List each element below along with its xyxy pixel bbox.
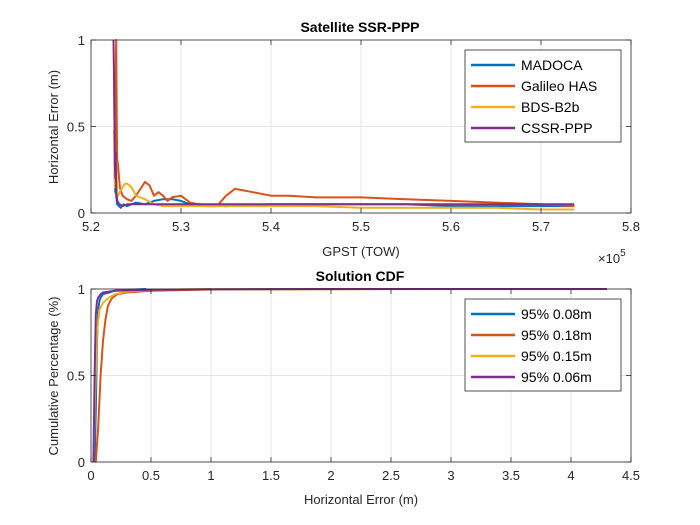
x-tick-label: 5.7 bbox=[532, 219, 550, 234]
series-line-3 bbox=[112, 39, 575, 208]
x-tick-label: 0 bbox=[87, 468, 94, 483]
legend-entry-label: 95% 0.08m bbox=[521, 306, 592, 322]
y-tick-label: 0 bbox=[78, 455, 85, 470]
legend-entry-label: 95% 0.18m bbox=[521, 327, 592, 343]
y-tick-label: 0 bbox=[78, 206, 85, 221]
legend-entry-label: BDS-B2b bbox=[521, 99, 580, 115]
legend: 95% 0.08m 95% 0.18m 95% 0.15m 95% 0.06m bbox=[464, 298, 622, 392]
ticks: 5.2 5.3 5.4 5.5 5.6 5.7 5.8 0 0.5 1 bbox=[67, 33, 640, 234]
legend-entry-label: 95% 0.06m bbox=[521, 369, 592, 385]
x-tick-label: 0.5 bbox=[142, 468, 160, 483]
x-multiplier-label: ×105 bbox=[598, 248, 626, 266]
chart-solution-cdf: Solution CDF 0 0.5 1 1.5 2 2.5 3 3.5 4 4.5 0 0.5 1 H… bbox=[46, 268, 640, 507]
x-tick-label: 4 bbox=[567, 468, 574, 483]
y-tick-label: 0.5 bbox=[67, 120, 85, 135]
x-tick-label: 3 bbox=[447, 468, 454, 483]
legend-entry-label: 95% 0.15m bbox=[521, 348, 592, 364]
x-multiplier-exponent: 5 bbox=[620, 248, 626, 259]
y-tick-label: 1 bbox=[78, 33, 85, 48]
x-tick-label: 2.5 bbox=[382, 468, 400, 483]
x-axis-label: Horizontal Error (m) bbox=[304, 492, 418, 507]
legend-entry-label: MADOCA bbox=[521, 57, 583, 73]
x-tick-label: 2 bbox=[327, 468, 334, 483]
legend-entry-label: CSSR-PPP bbox=[521, 120, 593, 136]
y-tick-label: 0.5 bbox=[67, 369, 85, 384]
y-axis-label: Horizontal Error (m) bbox=[46, 70, 61, 184]
x-tick-label: 5.3 bbox=[172, 219, 190, 234]
x-tick-label: 1.5 bbox=[262, 468, 280, 483]
y-axis-label: Cumulative Percentage (%) bbox=[46, 297, 61, 456]
series-line-1 bbox=[113, 39, 575, 208]
x-tick-label: 5.6 bbox=[442, 219, 460, 234]
x-tick-label: 1 bbox=[207, 468, 214, 483]
x-multiplier-base: ×10 bbox=[598, 251, 620, 266]
series-lines bbox=[112, 39, 575, 211]
x-tick-label: 3.5 bbox=[502, 468, 520, 483]
ticks: 0 0.5 1 1.5 2 2.5 3 3.5 4 4.5 0 0.5 1 bbox=[67, 282, 640, 483]
x-tick-label: 5.8 bbox=[622, 219, 640, 234]
chart-title: Satellite SSR-PPP bbox=[300, 19, 419, 35]
legend: MADOCA Galileo HAS BDS-B2b CSSR-PPP bbox=[464, 49, 622, 143]
y-tick-label: 1 bbox=[78, 282, 85, 297]
x-tick-label: 4.5 bbox=[622, 468, 640, 483]
legend-entry-label: Galileo HAS bbox=[521, 78, 597, 94]
x-axis-label: GPST (TOW) bbox=[322, 244, 400, 259]
chart-title: Solution CDF bbox=[316, 268, 405, 284]
chart-satellite-ssr-ppp: Satellite SSR-PPP 5.2 5.3 5.4 5.5 5.6 5.7 5.8 0… bbox=[46, 19, 640, 266]
x-tick-label: 5.4 bbox=[262, 219, 280, 234]
x-tick-label: 5.2 bbox=[82, 219, 100, 234]
x-tick-label: 5.5 bbox=[352, 219, 370, 234]
